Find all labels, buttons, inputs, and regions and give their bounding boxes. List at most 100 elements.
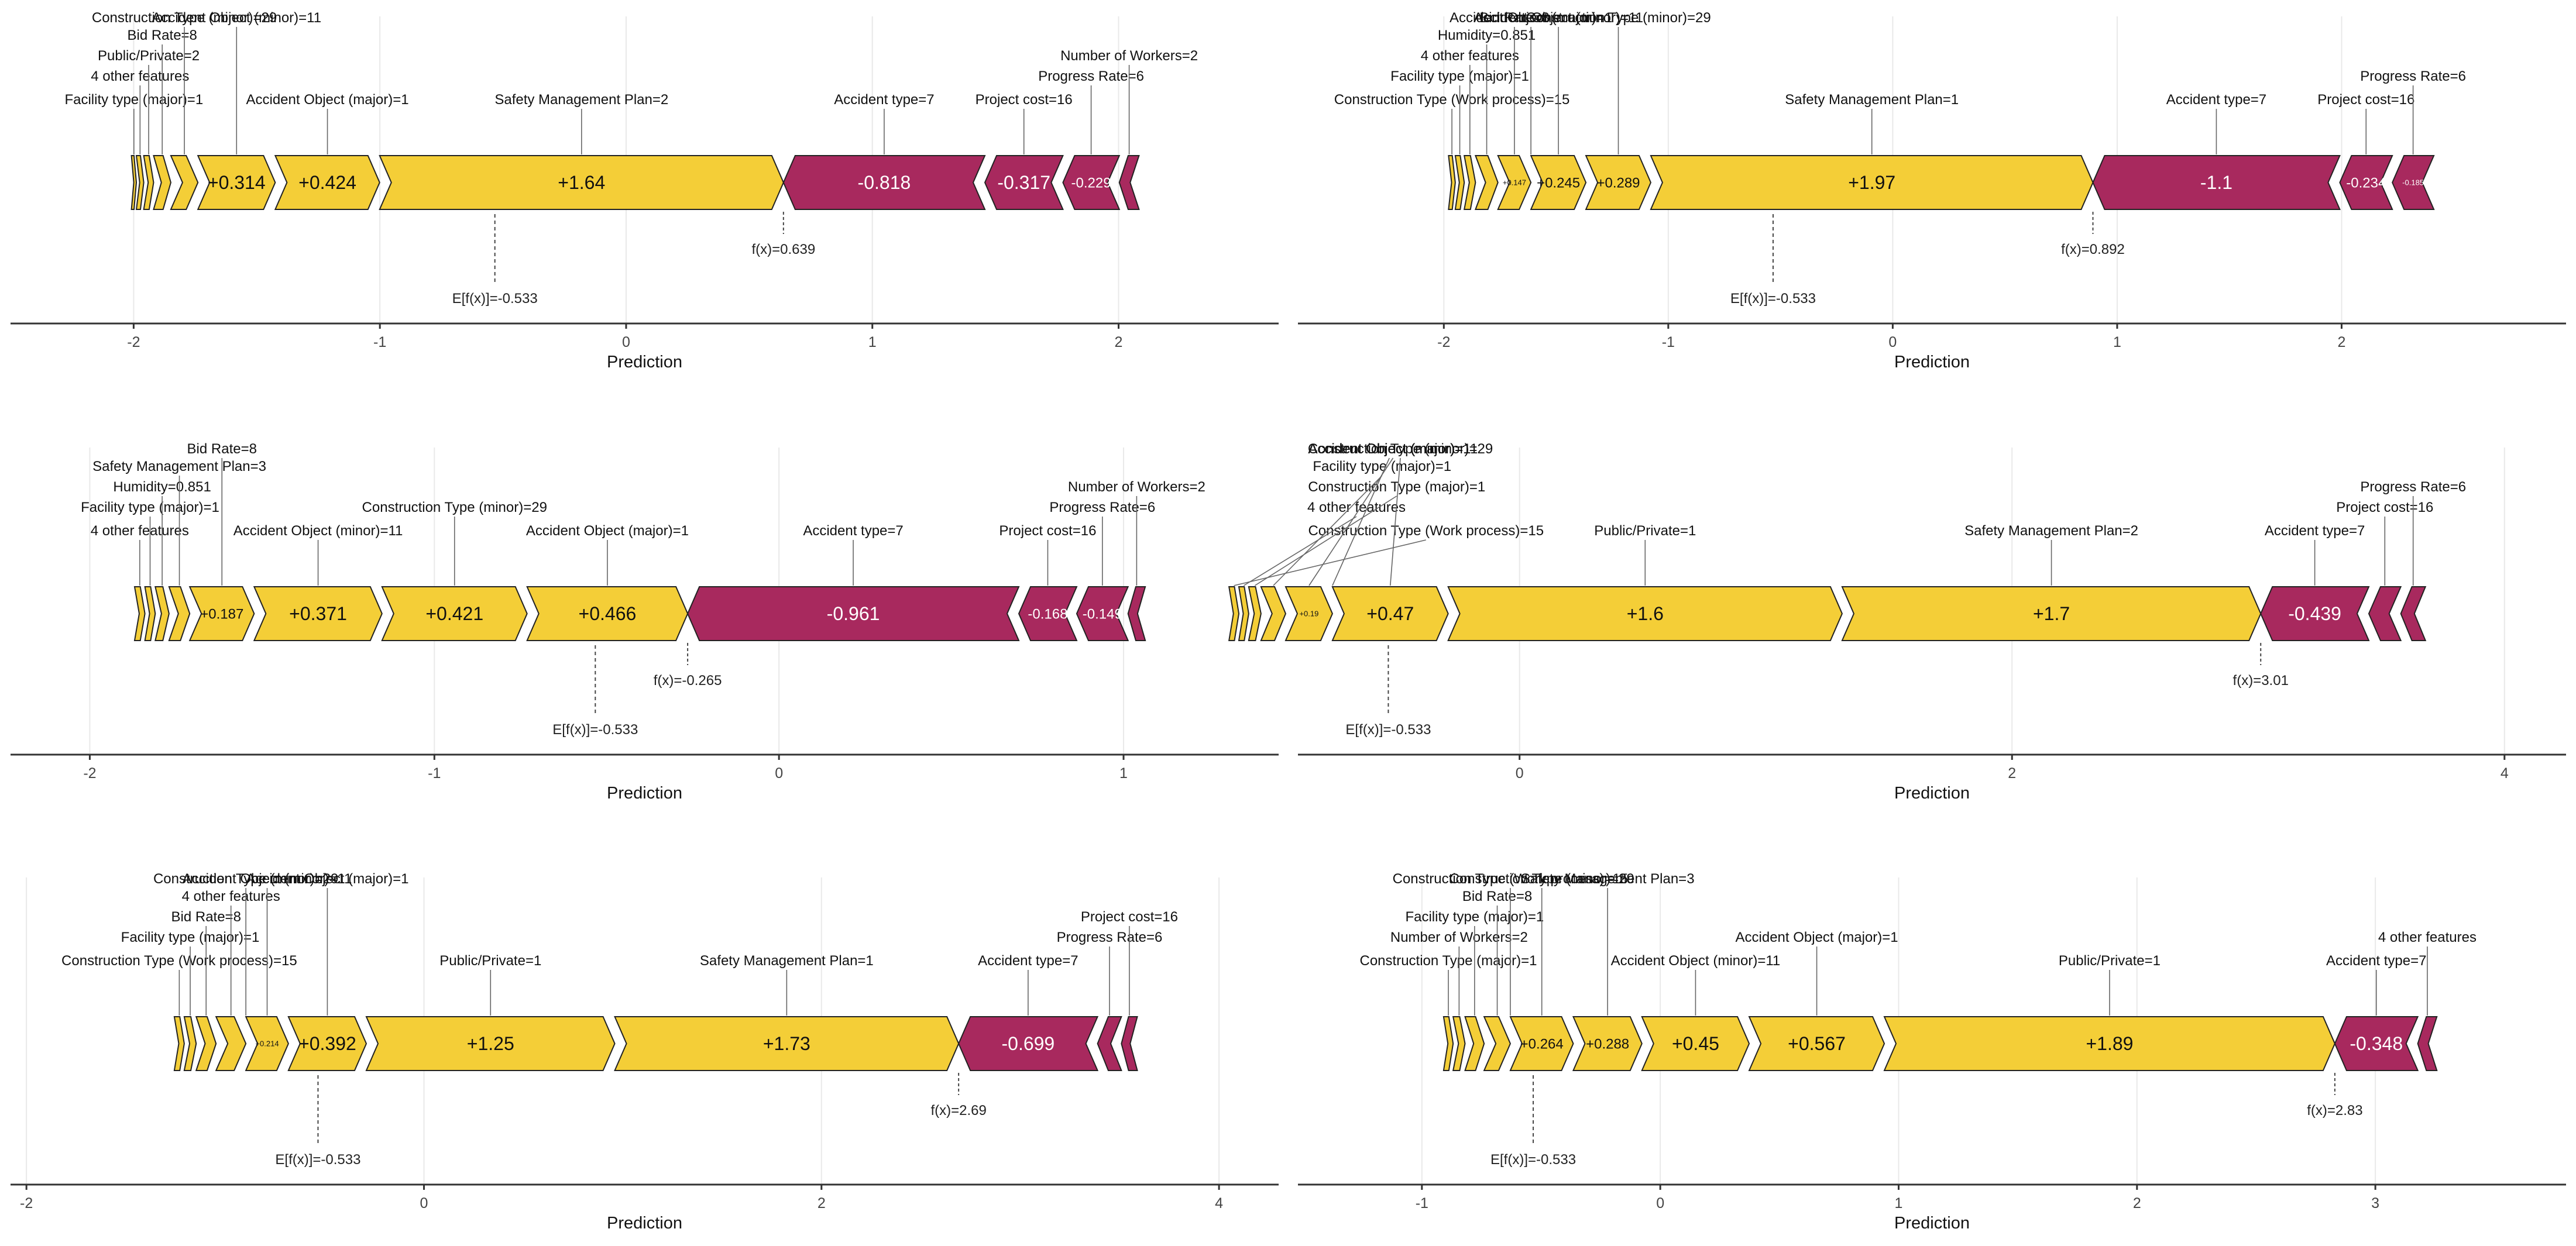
force-segment bbox=[1260, 586, 1287, 641]
force-segment bbox=[1509, 1016, 1574, 1071]
x-tick-label: 0 bbox=[1656, 1195, 1664, 1211]
force-segment bbox=[197, 155, 276, 210]
feature-label: Construction Type (major)=1 bbox=[1360, 953, 1537, 969]
segment-value-label: +1.89 bbox=[2086, 1033, 2133, 1054]
segment-value-label: +0.421 bbox=[425, 603, 483, 624]
segment-value-label: +1.25 bbox=[467, 1033, 514, 1054]
feature-label: Accident Object (major)=1 bbox=[1736, 930, 1898, 945]
x-tick-label: -1 bbox=[1662, 334, 1675, 350]
x-tick-label: 4 bbox=[1215, 1195, 1223, 1211]
output-value-label: f(x)=-0.265 bbox=[654, 673, 722, 689]
feature-label: Bid Rate=8 bbox=[171, 909, 241, 925]
feature-label: Facility type (major)=1 bbox=[1405, 909, 1544, 925]
x-axis-title: Prediction bbox=[607, 353, 682, 371]
feature-label: Humidity=0.851 bbox=[113, 479, 211, 495]
feature-label: Safety Management Plan=2 bbox=[1964, 523, 2138, 539]
segment-value-label: +0.424 bbox=[298, 172, 356, 193]
x-tick-label: 2 bbox=[1115, 334, 1123, 350]
feature-label: Construction Type (major)=1 bbox=[1308, 479, 1485, 495]
segment-value-label: +0.371 bbox=[289, 603, 347, 624]
force-plot-panel-6: -1 0 1 2 3 Prediction +0.264 +0.288 +0.45 +0.567 +… bbox=[1298, 871, 2566, 1233]
segment-value-label: +1.7 bbox=[2033, 603, 2070, 624]
force-segment bbox=[1248, 586, 1262, 641]
output-value-label: f(x)=3.01 bbox=[2233, 673, 2289, 689]
x-tick-label: 0 bbox=[420, 1195, 428, 1211]
feature-label: Facility type (major)=1 bbox=[1313, 459, 1451, 474]
segment-value-label: +0.187 bbox=[200, 606, 243, 622]
feature-leader-line bbox=[1332, 457, 1390, 586]
force-segment bbox=[1585, 155, 1652, 210]
force-segment bbox=[133, 586, 146, 641]
feature-label: Accident type=7 bbox=[803, 523, 903, 539]
segment-value-label: -0.961 bbox=[827, 603, 880, 624]
feature-label: Construction Type (Work process)=15 bbox=[61, 953, 297, 969]
feature-label: Public/Private=1 bbox=[2059, 953, 2161, 969]
force-segment bbox=[1062, 155, 1121, 210]
feature-label: Safety Management Plan=1 bbox=[700, 953, 874, 969]
output-value-label: f(x)=2.83 bbox=[2307, 1103, 2362, 1118]
segment-value-label: -0.439 bbox=[2288, 603, 2341, 624]
segment-value-label: +1.73 bbox=[763, 1033, 810, 1054]
feature-leader-line bbox=[1273, 475, 1383, 586]
feature-label: Construction Type (minor)=29 bbox=[362, 500, 547, 515]
x-tick-label: 2 bbox=[2008, 765, 2016, 782]
segment-value-label: +0.214 bbox=[255, 1040, 279, 1048]
segment-value-label: +0.147 bbox=[1503, 178, 1526, 187]
x-tick-label: -2 bbox=[1437, 334, 1450, 350]
force-segment bbox=[154, 586, 170, 641]
feature-label: Public/Private=2 bbox=[98, 48, 200, 64]
force-plot-panel-5: -2 0 2 4 Prediction +0.214 +0.392 +1.25 +1.73 -0.… bbox=[11, 871, 1279, 1233]
feature-label: Construction Type (minor)=29 bbox=[1526, 10, 1711, 26]
force-segment bbox=[1076, 586, 1129, 641]
feature-label: Construction Type (Work process)=15 bbox=[1393, 871, 1629, 887]
feature-label: Accident Object (major)=1 bbox=[246, 871, 408, 887]
feature-label: Facility type (major)=1 bbox=[1390, 68, 1529, 84]
x-tick-label: 2 bbox=[818, 1195, 826, 1211]
force-segment bbox=[195, 1016, 217, 1071]
feature-label: 4 other features bbox=[182, 889, 280, 904]
feature-label: Accident Object (minor)=11 bbox=[1474, 10, 1643, 26]
feature-label: Accident Object (major)=1 bbox=[1450, 10, 1612, 26]
force-segment bbox=[153, 155, 171, 210]
feature-label: Accident Object (major)=1 bbox=[246, 92, 408, 108]
feature-label: Public/Private=1 bbox=[439, 953, 541, 969]
force-segment bbox=[215, 1016, 247, 1071]
force-plot-panel-2: -2 -1 0 1 2 Prediction +0.147 +0.245 +0.289 +1.97… bbox=[1298, 10, 2566, 371]
x-tick-label: 0 bbox=[1516, 765, 1524, 782]
segment-value-label: +0.245 bbox=[1537, 175, 1580, 191]
force-segment bbox=[1463, 155, 1476, 210]
x-tick-label: 1 bbox=[868, 334, 877, 350]
x-tick-label: 0 bbox=[1888, 334, 1897, 350]
force-segment bbox=[1284, 586, 1333, 641]
x-tick-label: 1 bbox=[1895, 1195, 1903, 1211]
force-segment bbox=[2092, 155, 2341, 210]
feature-leader-line bbox=[1254, 495, 1397, 586]
force-segment bbox=[2400, 586, 2427, 641]
output-value-label: f(x)=2.69 bbox=[930, 1103, 986, 1118]
feature-label: Facility type (major)=1 bbox=[81, 500, 219, 515]
force-segment bbox=[1483, 1016, 1512, 1071]
force-segment bbox=[183, 1016, 197, 1071]
x-axis-title: Prediction bbox=[1894, 784, 1970, 803]
feature-label: Project cost=16 bbox=[2336, 500, 2433, 515]
segment-value-label: +1.97 bbox=[1848, 172, 1895, 193]
force-segment bbox=[274, 155, 380, 210]
feature-label: 4 other features bbox=[91, 523, 189, 539]
force-segment bbox=[168, 586, 191, 641]
feature-label: Bid Rate=8 bbox=[1462, 889, 1532, 904]
feature-label: Accident type=7 bbox=[2326, 953, 2426, 969]
segment-value-label: +0.466 bbox=[579, 603, 637, 624]
segment-value-label: +0.289 bbox=[1596, 175, 1640, 191]
feature-label: Accident type=7 bbox=[2265, 523, 2365, 539]
segment-value-label: +0.19 bbox=[1299, 610, 1318, 618]
force-segment bbox=[1097, 1016, 1122, 1071]
x-axis-title: Prediction bbox=[607, 784, 682, 803]
force-segment bbox=[365, 1016, 616, 1071]
force-segment bbox=[1454, 155, 1465, 210]
force-segment bbox=[1121, 1016, 1138, 1071]
segment-value-label: -0.818 bbox=[858, 172, 911, 193]
base-value-label: E[f(x)]=-0.533 bbox=[275, 1152, 360, 1168]
force-plot-panel-4: 0 2 4 Prediction +0.19 +0.47 +1.6 +1.7 -0.439 Con… bbox=[1228, 441, 2566, 803]
x-tick-label: 0 bbox=[775, 765, 783, 782]
